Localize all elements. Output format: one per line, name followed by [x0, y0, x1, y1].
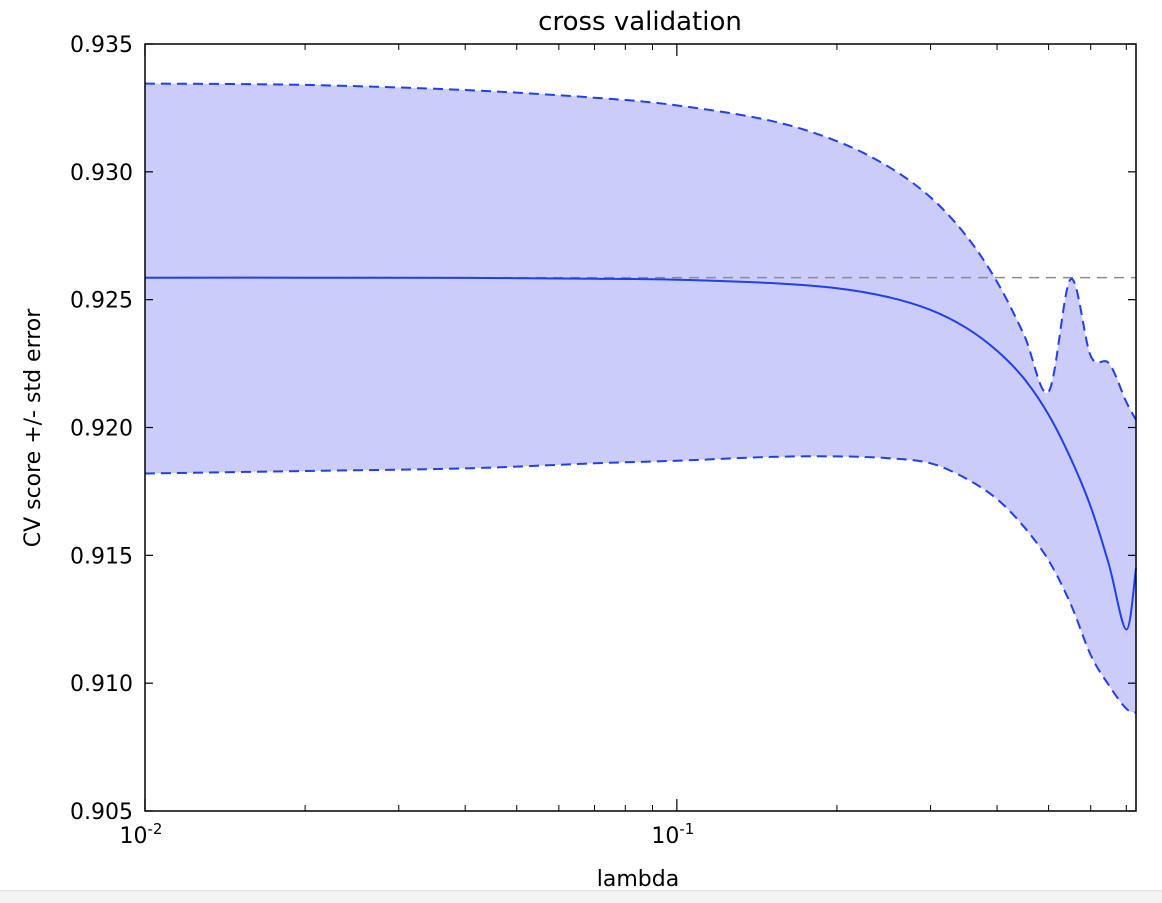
y-tick-label: 0.930: [70, 161, 133, 186]
y-tick-label: 0.905: [70, 800, 133, 825]
std-error-band: [145, 83, 1136, 713]
y-axis-label: CV score +/- std error: [21, 308, 46, 548]
x-tick-label: 10-1: [651, 820, 694, 849]
x-tick-label: 10-2: [120, 820, 163, 849]
mean-cv-line: [144, 276, 1137, 631]
chart-title: cross validation: [538, 7, 742, 37]
x-axis: 10-2 10-1: [120, 44, 1127, 849]
x-axis-label: lambda: [597, 867, 679, 892]
y-tick-label: 0.915: [70, 544, 133, 569]
y-tick-label: 0.925: [70, 289, 133, 314]
upper-bound-line: [144, 82, 1137, 421]
y-tick-label: 0.920: [70, 417, 133, 442]
plot-area: [144, 82, 1137, 714]
y-axis: 0.935 0.930 0.925 0.920 0.915 0.910 0.905: [70, 33, 1136, 825]
window-bottom-strip: [0, 890, 1162, 903]
y-tick-label: 0.910: [70, 672, 133, 697]
lower-bound-line: [144, 455, 1137, 714]
y-tick-label: 0.935: [70, 33, 133, 58]
